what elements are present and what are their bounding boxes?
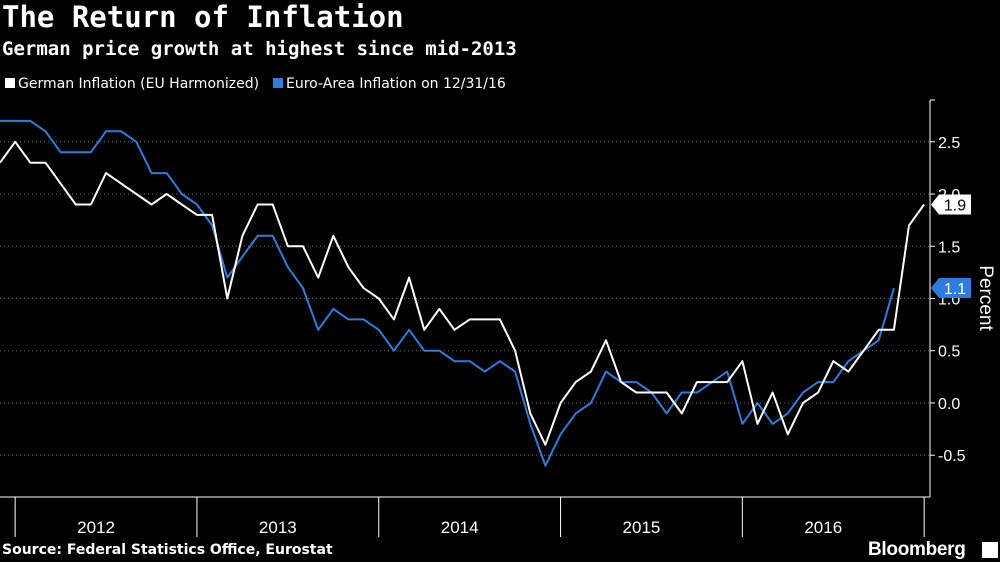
chart-subtitle: German price growth at highest since mid… [2, 38, 517, 60]
chart-title: The Return of Inflation [2, 0, 404, 34]
y-tick-label: 1.5 [938, 239, 960, 256]
german-last-value-flag [931, 194, 971, 215]
legend-label: Euro-Area Inflation on 12/31/16 [286, 76, 506, 92]
y-tick-label: 0.5 [938, 344, 960, 361]
german-last-value-label: 1.9 [944, 197, 966, 214]
legend-label: German Inflation (EU Harmonized) [18, 76, 259, 92]
euro-last-value-label: 1.1 [944, 281, 966, 298]
year-label: 2012 [77, 518, 115, 537]
year-label: 2014 [441, 518, 479, 537]
year-label: 2013 [259, 518, 297, 537]
bloomberg-logo: Bloomberg [868, 539, 966, 560]
german-inflation-line [0, 140, 925, 446]
year-label: 2015 [623, 518, 661, 537]
bloomberg-square-icon [982, 542, 998, 558]
euro-last-value-flag [931, 278, 971, 299]
legend-swatch [273, 78, 283, 88]
y-tick-label: 0.0 [938, 396, 960, 413]
y-axis-title: Percent [975, 265, 996, 331]
legend-swatch [5, 78, 15, 88]
year-label: 2016 [804, 518, 842, 537]
y-tick-label: 2.5 [938, 135, 960, 152]
source-note: Source: Federal Statistics Office, Euros… [2, 542, 333, 558]
y-tick-label: -0.5 [938, 448, 966, 465]
euro-area-inflation-line [0, 119, 895, 467]
